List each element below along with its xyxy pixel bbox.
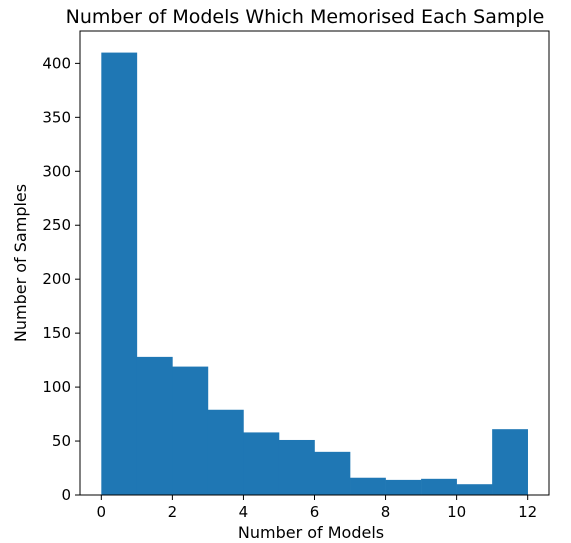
bar-10 (456, 484, 493, 495)
bar-11 (492, 429, 528, 495)
y-tick-label: 50 (52, 432, 71, 450)
x-tick-label: 6 (310, 503, 320, 521)
x-axis: 0 2 4 6 8 10 12 (97, 495, 537, 521)
bar-1 (136, 356, 173, 495)
y-tick-label: 0 (61, 486, 71, 504)
chart-title: Number of Models Which Memorised Each Sa… (66, 6, 545, 28)
bar-8 (385, 479, 422, 495)
bar-2 (172, 366, 209, 495)
y-tick-label: 200 (42, 270, 71, 288)
y-tick-label: 100 (42, 378, 71, 396)
x-tick-label: 12 (518, 503, 537, 521)
x-tick-label: 0 (97, 503, 107, 521)
y-tick-label: 250 (42, 216, 71, 234)
y-tick-label: 400 (42, 54, 71, 72)
y-axis-label: Number of Samples (11, 184, 30, 342)
bars-group (101, 52, 528, 496)
bar-4 (243, 432, 280, 495)
bar-6 (314, 451, 351, 495)
bar-9 (421, 478, 457, 495)
y-tick-label: 350 (42, 108, 71, 126)
x-tick-label: 4 (239, 503, 249, 521)
x-axis-label: Number of Models (238, 523, 384, 542)
y-axis: 0 50 100 150 200 250 300 350 400 (42, 54, 80, 504)
x-tick-label: 10 (447, 503, 466, 521)
x-tick-label: 2 (168, 503, 178, 521)
bar-5 (278, 439, 315, 495)
y-tick-label: 150 (42, 324, 71, 342)
bar-0 (101, 52, 138, 496)
y-tick-label: 300 (42, 162, 71, 180)
x-tick-label: 8 (381, 503, 391, 521)
bar-3 (207, 409, 244, 495)
bar-7 (350, 477, 386, 495)
